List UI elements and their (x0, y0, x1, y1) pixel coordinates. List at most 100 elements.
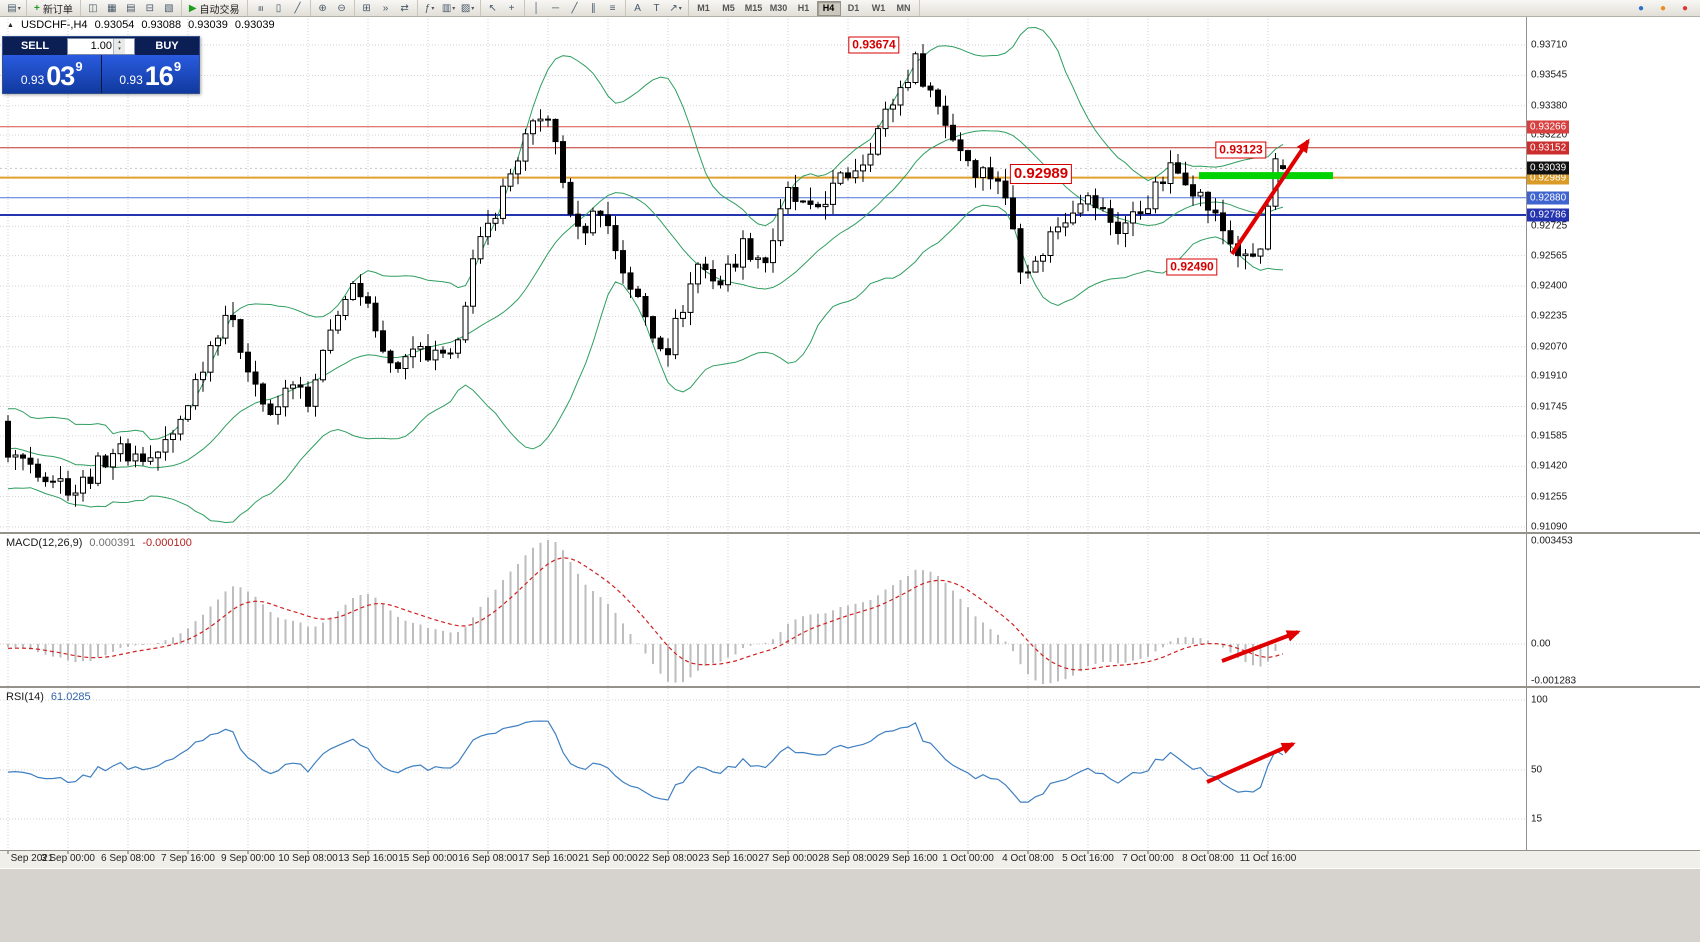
toolbar-group: ƒ ▾ ▥ ▾ ▨ ▾ (418, 0, 481, 16)
timeframe-m5-button[interactable]: M5 (722, 2, 735, 13)
text-tool-icon[interactable]: A (634, 2, 641, 14)
cursor-icon[interactable]: ↖ (488, 2, 497, 14)
candlestick-chart-icon[interactable]: ▯ (275, 2, 282, 14)
sell-button[interactable]: SELL (20, 40, 50, 52)
toolbar-group: ≡ ▯ ╱ (248, 0, 311, 16)
timeframe-mn-button[interactable]: MN (896, 2, 911, 13)
arrows-tool-icon[interactable]: ↗ ▾ (669, 2, 682, 14)
time-label: 15 Sep 00:00 (398, 853, 458, 864)
toolbar-group: ◫ ▦ ▤ ⊟ ▧ (81, 0, 182, 16)
trendline-icon[interactable]: ╱ (571, 2, 578, 14)
one-click-collapse-icon[interactable]: ▲ (7, 22, 14, 29)
timeframe-h4-button[interactable]: H4 (816, 0, 841, 16)
timeframe-m30-button[interactable]: M30 (769, 2, 788, 13)
trend-arrow[interactable] (1230, 138, 1310, 256)
autotrading-button[interactable]: ▶ 自动交易 (185, 1, 244, 16)
plugin-red-icon[interactable]: ● (1681, 2, 1689, 14)
sell-price-prefix: 0.93 (20, 73, 45, 87)
rsi-line (7, 720, 1284, 803)
timeframe-d1-button[interactable]: D1 (847, 2, 860, 13)
volume-decrease-button[interactable]: ▾ (118, 46, 121, 52)
sell-price-panel[interactable]: 0.93 03 9 (3, 55, 102, 93)
macd-signal-value: -0.000100 (142, 537, 192, 549)
plugin-orange-icon[interactable]: ● (1659, 2, 1667, 14)
auto-scroll-icon[interactable]: » (382, 2, 389, 14)
macd-value: 0.000391 (89, 537, 136, 549)
pane-separator-macd[interactable] (0, 529, 1700, 535)
time-label: 4 Oct 08:00 (1002, 853, 1054, 864)
price-annotation[interactable]: 0.92490 (1166, 258, 1218, 276)
bid-price-badge: 0.93039 (1527, 161, 1570, 175)
data-window-icon[interactable]: ▦ (107, 2, 117, 14)
macd-scale-tick: 0.003453 (1531, 535, 1573, 547)
strategy-tester-icon[interactable]: ▧ (164, 2, 174, 14)
time-label: 5 Oct 16:00 (1062, 853, 1114, 864)
navigator-icon[interactable]: ▤ (126, 2, 136, 14)
market-watch-icon[interactable]: ◫ (88, 2, 98, 14)
macd-indicator-label: MACD(12,26,9) 0.000391 -0.000100 (6, 537, 192, 549)
timeframe-m15-button[interactable]: M15 (744, 2, 763, 13)
time-label: 27 Sep 00:00 (758, 853, 818, 864)
buy-price-panel[interactable]: 0.93 16 9 (101, 55, 199, 93)
support-zone[interactable] (1199, 172, 1333, 180)
fibonacci-retracement-icon[interactable]: ≡ (609, 2, 616, 14)
price-tick: 0.92235 (1531, 310, 1568, 322)
price-annotation[interactable]: 0.93123 (1215, 141, 1267, 159)
chart-title: USDCHF-,H4 (20, 19, 88, 31)
buy-button[interactable]: BUY (155, 40, 179, 52)
time-label: 6 Sep 08:00 (101, 853, 155, 864)
new-order-button[interactable]: + 新订单 (30, 1, 77, 16)
rsi-scale-tick: 100 (1531, 694, 1548, 706)
price-annotation[interactable]: 0.93674 (848, 36, 900, 54)
volume-field: ▴ ▾ (67, 37, 135, 55)
autotrading-label: 自动交易 (199, 4, 240, 16)
timeframe-w1-button[interactable]: W1 (871, 2, 886, 13)
plugin-blue-icon[interactable]: ● (1637, 2, 1645, 14)
rsi-value: 61.0285 (50, 691, 91, 703)
price-tick: 0.92070 (1531, 341, 1568, 353)
time-label: 28 Sep 08:00 (818, 853, 878, 864)
ohlc-low: 0.93039 (188, 19, 228, 31)
zoom-out-icon[interactable]: ⊖ (337, 2, 346, 14)
time-label: 7 Sep 16:00 (161, 853, 215, 864)
volume-increase-button[interactable]: ▴ (118, 38, 121, 45)
zoom-in-icon[interactable]: ⊕ (318, 2, 327, 14)
price-tick: 0.91090 (1531, 521, 1568, 533)
time-label: 22 Sep 08:00 (638, 853, 698, 864)
price-tick: 0.91745 (1531, 401, 1568, 412)
price-tick: 0.93220 (1531, 129, 1568, 141)
crosshair-icon[interactable]: + (508, 2, 515, 14)
templates-icon[interactable]: ▨ ▾ (460, 2, 475, 14)
terminal-icon[interactable]: ⊟ (145, 2, 155, 14)
level-price-badge: 0.92786 (1527, 208, 1570, 222)
price-tick: 0.91910 (1531, 370, 1568, 382)
trend-arrow[interactable] (1206, 742, 1296, 784)
price-tick: 0.91255 (1531, 491, 1568, 503)
macd-name: MACD(12,26,9) (6, 537, 83, 549)
macd-scale-tick: 0.00 (1531, 638, 1551, 650)
equidistant-channel-icon[interactable]: ∥ (591, 2, 597, 14)
price-annotation[interactable]: 0.92989 (1009, 164, 1073, 184)
price-tick: 0.92400 (1531, 280, 1568, 292)
bar-chart-icon[interactable]: ≡ (254, 5, 266, 11)
vertical-line-icon[interactable]: │ (533, 2, 540, 14)
tile-windows-icon[interactable]: ⊞ (362, 2, 371, 14)
label-tool-icon[interactable]: T (653, 2, 660, 14)
ohlc-high: 0.93088 (141, 19, 182, 31)
time-label: 9 Sep 00:00 (221, 853, 275, 864)
volume-input[interactable] (68, 40, 113, 52)
timeframe-m1-button[interactable]: M1 (697, 2, 710, 13)
toolbar-group: ⊕ ⊖ (311, 0, 355, 16)
periods-icon[interactable]: ▥ ▾ (441, 2, 456, 14)
line-chart-icon[interactable]: ╱ (294, 2, 301, 14)
timeframe-h1-button[interactable]: H1 (797, 2, 810, 13)
chart-shift-icon[interactable]: ⇄ (400, 2, 409, 14)
horizontal-line-icon[interactable]: ─ (552, 2, 560, 14)
pane-separator-rsi[interactable] (0, 683, 1700, 689)
macd-scale-tick: -0.001283 (1531, 675, 1577, 687)
new-chart-icon[interactable]: ▤ ▾ (7, 2, 21, 14)
indicators-list-icon[interactable]: ƒ ▾ (424, 2, 435, 14)
candles (5, 44, 1286, 507)
trend-arrow[interactable] (1221, 630, 1301, 663)
